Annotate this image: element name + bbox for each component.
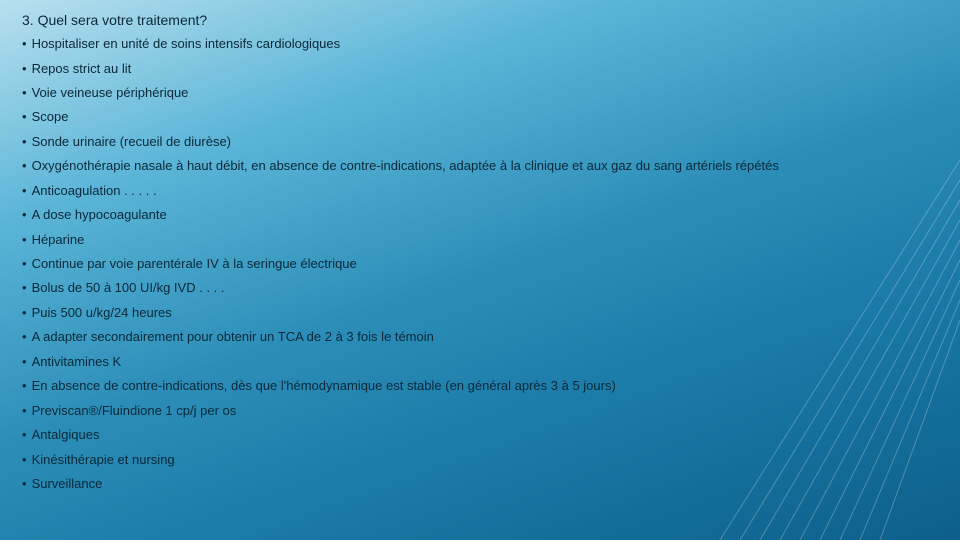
bullet-item: • Hospitaliser en unité de soins intensif…	[22, 37, 920, 52]
bullet-dot: •	[22, 184, 27, 199]
bullet-item: • A adapter secondairement pour obtenir u…	[22, 330, 920, 345]
bullet-item: • Anticoagulation . . . . .	[22, 184, 920, 199]
bullet-item: • Antivitamines K	[22, 355, 920, 370]
bullet-dot: •	[22, 404, 27, 419]
bullet-text: Oxygénothérapie nasale à haut débit, en …	[32, 159, 920, 174]
bullet-text: Hospitaliser en unité de soins intensifs…	[32, 37, 920, 52]
bullet-dot: •	[22, 306, 27, 321]
bullet-dot: •	[22, 379, 27, 394]
bullet-text: Surveillance	[32, 477, 920, 492]
bullet-dot: •	[22, 477, 27, 492]
bullet-dot: •	[22, 37, 27, 52]
bullet-item: • A dose hypocoagulante	[22, 208, 920, 223]
bullet-dot: •	[22, 135, 27, 150]
bullet-dot: •	[22, 453, 27, 468]
bullet-item: • Voie veineuse périphérique	[22, 86, 920, 101]
bullet-text: Antivitamines K	[32, 355, 920, 370]
bullet-dot: •	[22, 159, 27, 174]
bullet-dot: •	[22, 110, 27, 125]
bullet-dot: •	[22, 428, 27, 443]
bullet-text: Kinésithérapie et nursing	[32, 453, 920, 468]
bullet-item: • Oxygénothérapie nasale à haut débit, en…	[22, 159, 920, 174]
bullet-text: Previscan®/Fluindione 1 cp/j per os	[32, 404, 920, 419]
bullet-text: Héparine	[32, 233, 920, 248]
bullet-text: Scope	[32, 110, 920, 125]
bullet-item: • Bolus de 50 à 100 UI/kg IVD . . . .	[22, 281, 920, 296]
bullet-text: Sonde urinaire (recueil de diurèse)	[32, 135, 920, 150]
bullet-list: • Hospitaliser en unité de soins intensif…	[22, 37, 920, 492]
slide-title: 3. Quel sera votre traitement?	[22, 12, 920, 28]
slide-content: 3. Quel sera votre traitement? • Hospital…	[22, 12, 920, 501]
bullet-text: Anticoagulation . . . . .	[32, 184, 920, 199]
bullet-dot: •	[22, 330, 27, 345]
bullet-text: Repos strict au lit	[32, 62, 920, 77]
bullet-dot: •	[22, 62, 27, 77]
bullet-item: • Puis 500 u/kg/24 heures	[22, 306, 920, 321]
bullet-item: • Previscan®/Fluindione 1 cp/j per os	[22, 404, 920, 419]
bullet-item: • Sonde urinaire (recueil de diurèse)	[22, 135, 920, 150]
bullet-text: Puis 500 u/kg/24 heures	[32, 306, 920, 321]
bullet-dot: •	[22, 257, 27, 272]
bullet-item: • Scope	[22, 110, 920, 125]
bullet-dot: •	[22, 208, 27, 223]
bullet-dot: •	[22, 355, 27, 370]
bullet-text: Continue par voie parentérale IV à la se…	[32, 257, 920, 272]
bullet-text: Voie veineuse périphérique	[32, 86, 920, 101]
bullet-item: • Continue par voie parentérale IV à la s…	[22, 257, 920, 272]
bullet-item: • Antalgiques	[22, 428, 920, 443]
bullet-dot: •	[22, 233, 27, 248]
bullet-dot: •	[22, 281, 27, 296]
bullet-item: • En absence de contre-indications, dès q…	[22, 379, 920, 394]
bullet-item: • Repos strict au lit	[22, 62, 920, 77]
bullet-item: • Héparine	[22, 233, 920, 248]
bullet-text: A adapter secondairement pour obtenir un…	[32, 330, 920, 345]
bullet-text: Bolus de 50 à 100 UI/kg IVD . . . .	[32, 281, 920, 296]
bullet-text: En absence de contre-indications, dès qu…	[32, 379, 920, 394]
bullet-text: Antalgiques	[32, 428, 920, 443]
bullet-item: • Surveillance	[22, 477, 920, 492]
bullet-dot: •	[22, 86, 27, 101]
bullet-text: A dose hypocoagulante	[32, 208, 920, 223]
bullet-item: • Kinésithérapie et nursing	[22, 453, 920, 468]
